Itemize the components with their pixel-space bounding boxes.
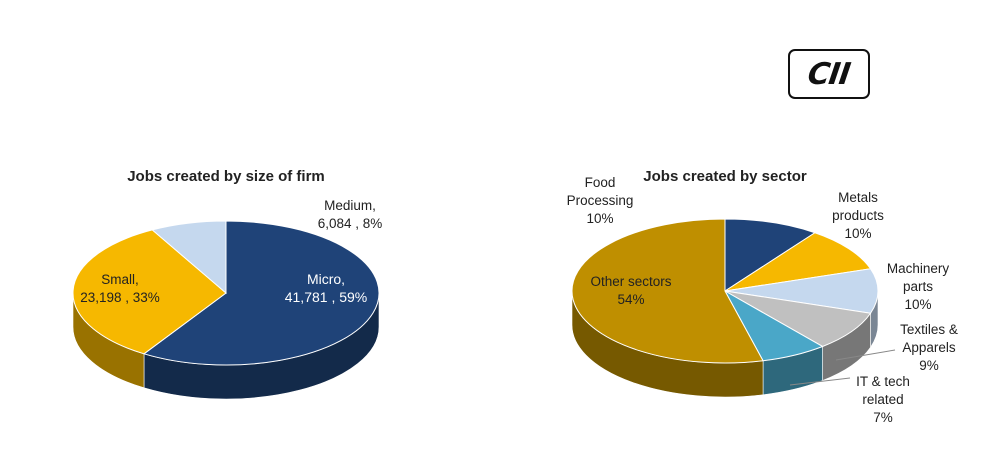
- chart-title-sector: Jobs created by sector: [643, 168, 807, 185]
- label-medium: Medium, 6,084 , 8%: [318, 198, 383, 231]
- label-textiles-apparels: Textiles & Apparels 9%: [900, 322, 958, 373]
- label-small: Small, 23,198 , 33%: [80, 272, 160, 305]
- leader-it: [789, 377, 851, 386]
- label-machinery-parts: Machinery parts 10%: [887, 261, 950, 312]
- slice-labels: Micro, 41,781 , 59% Small, 23,198 , 33% Medi…: [80, 175, 958, 425]
- label-food-processing: Food Processing 10%: [567, 175, 634, 226]
- sector-slice-5: [571, 218, 764, 364]
- sector-slice-0: [724, 218, 817, 292]
- cii-logo: CII: [788, 49, 870, 99]
- sector-slice-2: [724, 268, 879, 314]
- leader-textiles: [835, 349, 896, 361]
- sector-slice-3: [724, 290, 872, 348]
- sector-slice-1: [724, 232, 872, 292]
- label-metals-products: Metals products 10%: [832, 190, 884, 241]
- size-slice-0: [142, 220, 380, 366]
- pie-size-of-firm: [72, 220, 380, 400]
- label-micro: Micro, 41,781 , 59%: [285, 271, 368, 305]
- chart-title-size: Jobs created by size of firm: [127, 168, 325, 185]
- label-it-tech: IT & tech related 7%: [856, 374, 910, 425]
- pie-sector: [571, 218, 879, 398]
- size-slice-2: [151, 220, 227, 295]
- label-other-sectors: Other sectors 54%: [590, 274, 671, 307]
